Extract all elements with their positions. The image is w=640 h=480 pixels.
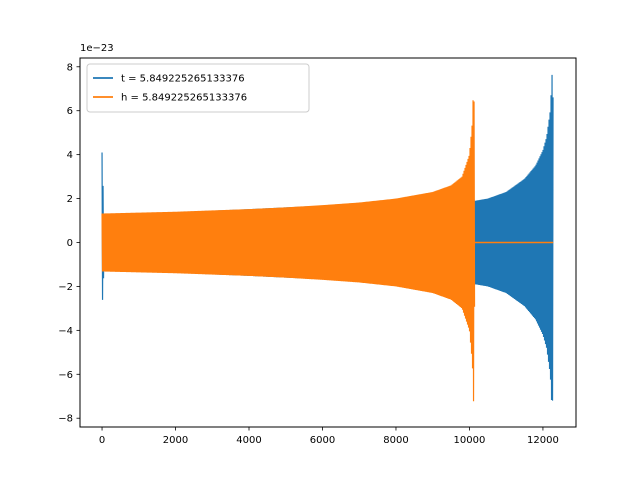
- y-tick-label: −4: [58, 326, 73, 337]
- x-tick-label: 12000: [527, 435, 559, 446]
- x-tick-label: 8000: [383, 435, 408, 446]
- y-tick-label: 8: [67, 62, 73, 73]
- x-tick-label: 4000: [236, 435, 261, 446]
- legend: t = 5.849225265133376 h = 5.8492252651333…: [86, 63, 310, 113]
- y-tick-label: −6: [58, 370, 73, 381]
- series-line: [101, 100, 476, 402]
- series-h: [101, 100, 554, 402]
- y-tick-label: −2: [58, 282, 73, 293]
- x-tick-label: 0: [99, 435, 105, 446]
- y-axis: 8 6 4 2 0 −2 −4 −6 −8: [58, 62, 80, 425]
- y-tick-label: −8: [58, 414, 73, 425]
- y-offset-label: 1e−23: [80, 43, 114, 54]
- x-axis: 0 2000 4000 6000 8000 10000 12000: [99, 427, 559, 446]
- x-tick-label: 6000: [310, 435, 335, 446]
- plot-area: [101, 74, 554, 402]
- y-tick-label: 0: [67, 238, 73, 249]
- x-tick-label: 10000: [454, 435, 486, 446]
- x-tick-label: 2000: [163, 435, 188, 446]
- y-tick-label: 2: [67, 194, 73, 205]
- legend-label: h = 5.849225265133376: [121, 93, 247, 104]
- y-tick-label: 4: [67, 150, 73, 161]
- y-tick-label: 6: [67, 106, 73, 117]
- legend-label: t = 5.849225265133376: [121, 74, 245, 85]
- legend-box: [86, 63, 310, 113]
